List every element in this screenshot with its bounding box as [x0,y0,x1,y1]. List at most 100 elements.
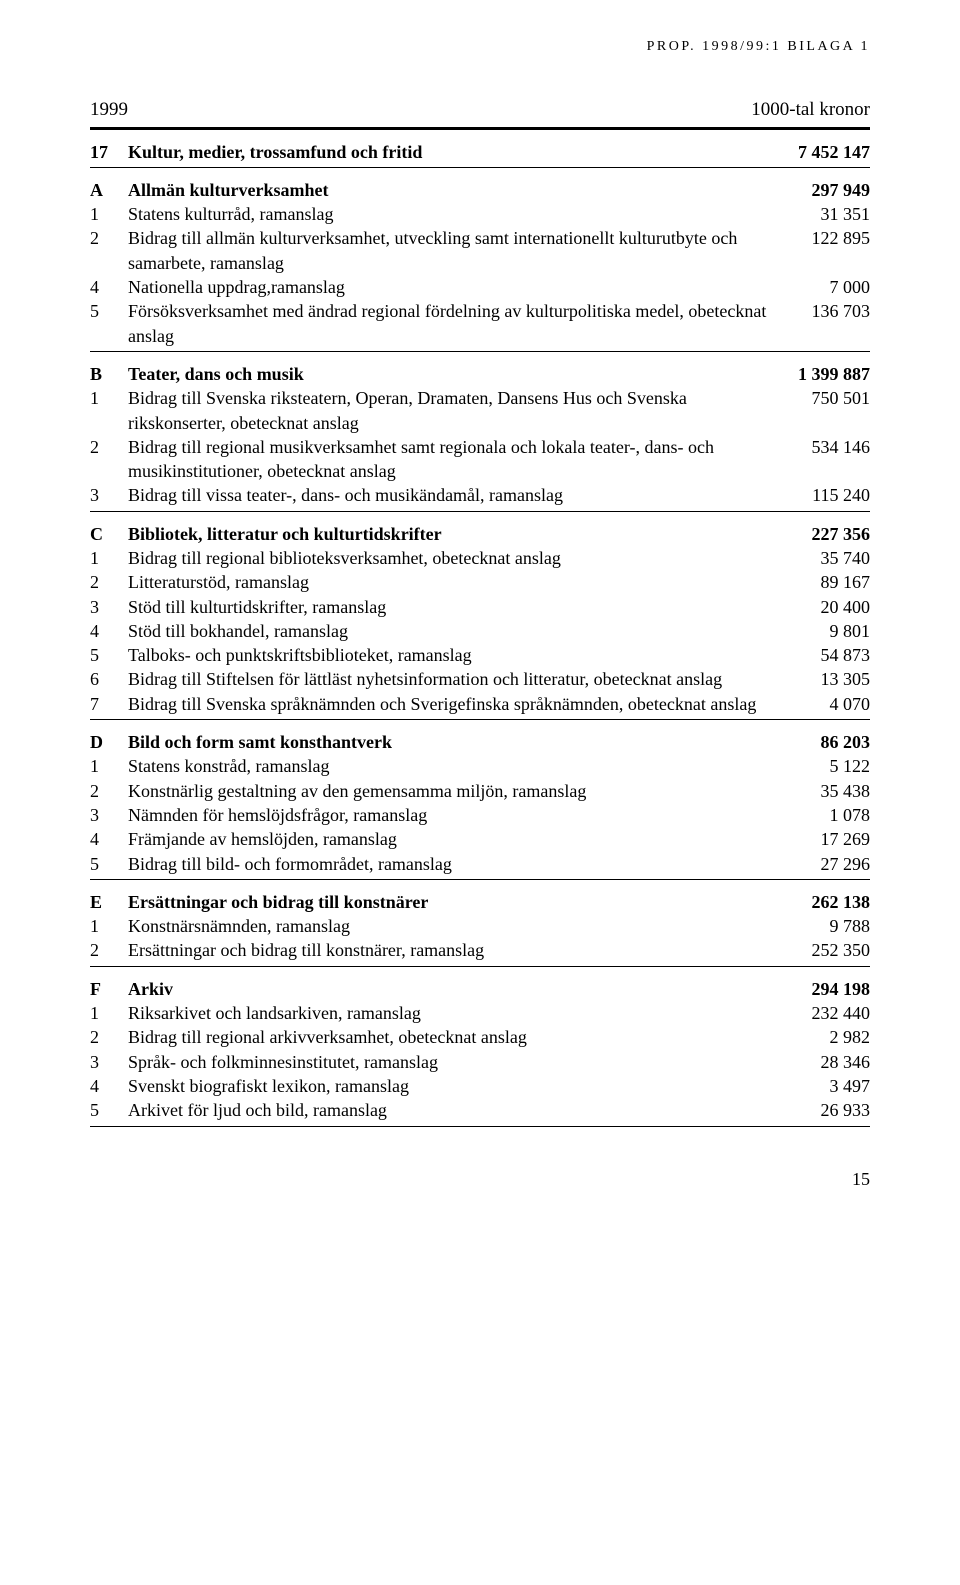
row-value: 1 078 [780,803,870,827]
row-code: 4 [90,1074,128,1098]
row-code: 5 [90,852,128,876]
row-label: Nationella uppdrag,ramanslag [128,275,780,299]
row-value: 35 438 [780,779,870,803]
table-row: 5Försöksverksamhet med ändrad regional f… [90,299,870,348]
year-label: 1999 [90,97,128,123]
row-code: 4 [90,619,128,643]
row-label: Bidrag till allmän kulturverksamhet, utv… [128,226,780,275]
title-value: 7 452 147 [788,140,870,164]
row-value: 750 501 [780,386,870,435]
row-code: 2 [90,1025,128,1049]
table-row: 1Bidrag till Svenska riksteatern, Operan… [90,386,870,435]
section-label: Bild och form samt konsthantverk [128,730,811,754]
section-code: C [90,522,128,546]
table-row: 1Riksarkivet och landsarkiven, ramanslag… [90,1001,870,1025]
row-value: 9 801 [780,619,870,643]
row-code: 4 [90,275,128,299]
page-number: 15 [90,1167,870,1191]
document-header: PROP. 1998/99:1 BILAGA 1 [90,38,870,57]
title-row: 17 Kultur, medier, trossamfund och friti… [90,140,870,164]
row-value: 35 740 [780,546,870,570]
row-label: Statens kulturråd, ramanslag [128,202,780,226]
table-row: 2Litteraturstöd, ramanslag89 167 [90,570,870,594]
table-row: 1Konstnärsnämnden, ramanslag9 788 [90,914,870,938]
row-code: 5 [90,1098,128,1122]
row-code: 2 [90,435,128,484]
table-row: 2Konstnärlig gestaltning av den gemensam… [90,779,870,803]
row-value: 28 346 [780,1050,870,1074]
section-value: 1 399 887 [788,362,870,386]
row-code: 1 [90,1001,128,1025]
section-heading: EErsättningar och bidrag till konstnärer… [90,890,870,914]
row-code: 1 [90,386,128,435]
section-label: Allmän kulturverksamhet [128,178,802,202]
table-row: 3Bidrag till vissa teater-, dans- och mu… [90,483,870,507]
row-value: 534 146 [780,435,870,484]
section-value: 227 356 [802,522,871,546]
table-row: 5Talboks- och punktskriftsbiblioteket, r… [90,643,870,667]
row-value: 2 982 [780,1025,870,1049]
table-row: 5Bidrag till bild- och formområdet, rama… [90,852,870,876]
row-label: Försöksverksamhet med ändrad regional fö… [128,299,780,348]
table-row: 4Främjande av hemslöjden, ramanslag17 26… [90,827,870,851]
divider [90,351,870,352]
row-label: Talboks- och punktskriftsbiblioteket, ra… [128,643,780,667]
row-value: 122 895 [780,226,870,275]
row-label: Svenskt biografiskt lexikon, ramanslag [128,1074,780,1098]
section-value: 86 203 [811,730,871,754]
table-row: 4Stöd till bokhandel, ramanslag9 801 [90,619,870,643]
section-label: Arkiv [128,977,802,1001]
row-label: Bidrag till bild- och formområdet, raman… [128,852,780,876]
row-value: 31 351 [780,202,870,226]
row-code: 6 [90,667,128,691]
row-label: Bidrag till Svenska språknämnden och Sve… [128,692,780,716]
row-value: 4 070 [780,692,870,716]
row-code: 2 [90,570,128,594]
row-label: Stöd till bokhandel, ramanslag [128,619,780,643]
divider [90,719,870,720]
row-code: 5 [90,299,128,348]
row-label: Statens konstråd, ramanslag [128,754,780,778]
row-label: Konstnärlig gestaltning av den gemensamm… [128,779,780,803]
row-code: 1 [90,546,128,570]
divider [90,511,870,512]
row-value: 26 933 [780,1098,870,1122]
row-code: 4 [90,827,128,851]
section-code: B [90,362,128,386]
row-code: 3 [90,803,128,827]
row-label: Bidrag till regional musikverksamhet sam… [128,435,780,484]
row-code: 3 [90,1050,128,1074]
title-label: Kultur, medier, trossamfund och fritid [128,140,788,164]
row-value: 20 400 [780,595,870,619]
row-label: Arkivet för ljud och bild, ramanslag [128,1098,780,1122]
table-row: 5Arkivet för ljud och bild, ramanslag26 … [90,1098,870,1122]
section-heading: CBibliotek, litteratur och kulturtidskri… [90,522,870,546]
row-code: 2 [90,779,128,803]
table-row: 2Bidrag till regional musikverksamhet sa… [90,435,870,484]
divider [90,966,870,967]
row-label: Bidrag till Svenska riksteatern, Operan,… [128,386,780,435]
row-label: Litteraturstöd, ramanslag [128,570,780,594]
section-heading: BTeater, dans och musik1 399 887 [90,362,870,386]
table-row: 1Statens kulturråd, ramanslag31 351 [90,202,870,226]
row-value: 13 305 [780,667,870,691]
row-code: 3 [90,483,128,507]
row-label: Bidrag till vissa teater-, dans- och mus… [128,483,780,507]
table-row: 4Nationella uppdrag,ramanslag7 000 [90,275,870,299]
section-label: Bibliotek, litteratur och kulturtidskrif… [128,522,802,546]
row-label: Konstnärsnämnden, ramanslag [128,914,780,938]
section-value: 294 198 [802,977,871,1001]
table-row: 2Bidrag till allmän kulturverksamhet, ut… [90,226,870,275]
row-value: 232 440 [780,1001,870,1025]
row-code: 5 [90,643,128,667]
table-row: 3Stöd till kulturtidskrifter, ramanslag2… [90,595,870,619]
table-row: 2Ersättningar och bidrag till konstnärer… [90,938,870,962]
table-row: 3Nämnden för hemslöjdsfrågor, ramanslag1… [90,803,870,827]
section-value: 297 949 [802,178,871,202]
section-code: A [90,178,128,202]
title-code: 17 [90,140,128,164]
section-label: Ersättningar och bidrag till konstnärer [128,890,802,914]
row-label: Riksarkivet och landsarkiven, ramanslag [128,1001,780,1025]
table-row: 3Språk- och folkminnesinstitutet, ramans… [90,1050,870,1074]
row-value: 27 296 [780,852,870,876]
